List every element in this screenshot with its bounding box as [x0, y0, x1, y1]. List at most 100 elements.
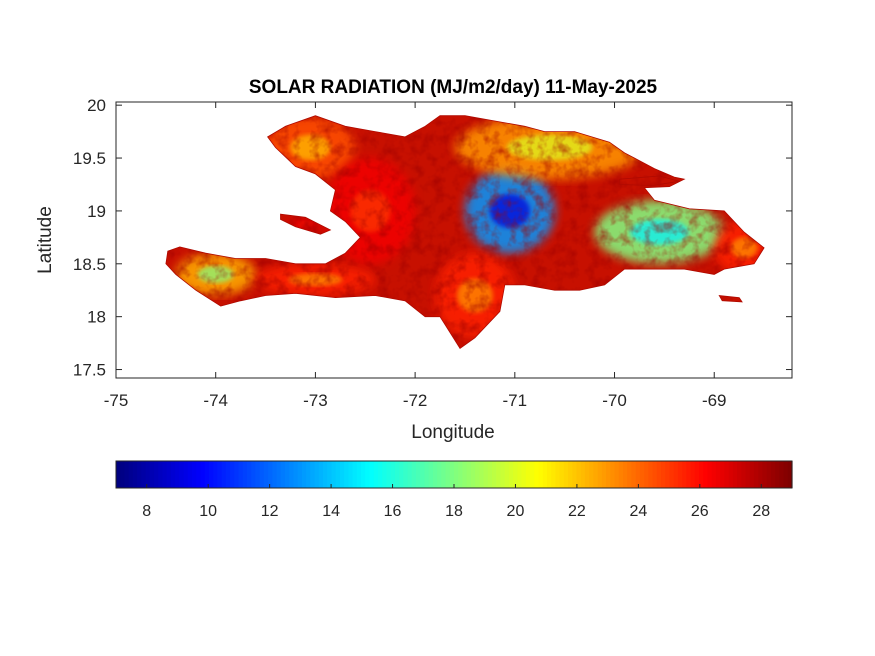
colorbar-swatch — [145, 461, 151, 488]
colorbar-swatch — [394, 461, 400, 488]
plot-frame — [115, 101, 793, 379]
colorbar-swatch — [732, 461, 738, 488]
colorbar-swatch — [555, 461, 561, 488]
colorbar-swatch — [775, 461, 780, 488]
colorbar-tick-label: 26 — [691, 503, 709, 520]
colorbar-swatch — [424, 461, 430, 488]
colorbar-swatch — [745, 461, 751, 488]
colorbar-swatch — [711, 461, 717, 488]
colorbar-swatch — [361, 461, 366, 488]
colorbar-swatch — [154, 461, 159, 488]
colorbar-swatch — [656, 461, 662, 488]
colorbar-swatch — [525, 461, 531, 488]
colorbar-swatch — [728, 461, 734, 488]
colorbar-swatch — [225, 461, 231, 488]
colorbar-swatch — [487, 461, 493, 488]
colorbar-swatch — [631, 461, 637, 488]
colorbar-swatch — [310, 461, 316, 488]
colorbar-swatch — [661, 461, 666, 488]
colorbar-swatch — [382, 461, 387, 488]
colorbar-swatch — [116, 461, 121, 488]
colorbar-swatch — [314, 461, 320, 488]
x-tick-label: -69 — [702, 391, 727, 410]
colorbar-swatch — [699, 461, 704, 488]
colorbar-swatch — [665, 461, 671, 488]
colorbar-swatch — [289, 461, 295, 488]
colorbar-swatch — [530, 461, 535, 488]
colorbar-swatch — [449, 461, 455, 488]
colorbar-swatch — [652, 461, 658, 488]
colorbar-swatch — [128, 461, 134, 488]
colorbar-swatch — [213, 461, 218, 488]
colorbar-swatch — [589, 461, 595, 488]
colorbar-swatch — [263, 461, 269, 488]
colorbar-swatch — [648, 461, 654, 488]
colorbar-swatch — [251, 461, 257, 488]
colorbar-swatch — [352, 461, 358, 488]
colorbar-swatch — [559, 461, 565, 488]
colorbar-swatch — [221, 461, 227, 488]
colorbar-tick-label: 16 — [384, 503, 402, 520]
colorbar-swatch — [737, 461, 742, 488]
colorbar-swatch — [534, 461, 540, 488]
colorbar-swatch — [255, 461, 261, 488]
colorbar-swatch — [175, 461, 180, 488]
x-tick-label: -73 — [303, 391, 328, 410]
colorbar-swatch — [132, 461, 138, 488]
x-axis-label: Longitude — [411, 422, 494, 443]
colorbar-swatch — [669, 461, 675, 488]
colorbar-swatch — [551, 461, 556, 488]
colorbar-tick-label: 18 — [445, 503, 463, 520]
colorbar-swatch — [483, 461, 489, 488]
island-outline — [280, 213, 332, 235]
colorbar-swatch — [504, 461, 510, 488]
colorbar-swatch — [297, 461, 303, 488]
colorbar-swatch — [331, 461, 337, 488]
x-axis: -75 -74 -73 -72 -71 -70 -69 — [104, 102, 727, 410]
colorbar-tick-label: 24 — [629, 503, 647, 520]
colorbar-swatch — [365, 461, 371, 488]
colorbar-swatch — [724, 461, 730, 488]
colorbar-swatch — [538, 461, 544, 488]
colorbar-swatch — [593, 461, 599, 488]
colorbar-swatch — [420, 461, 426, 488]
colorbar-swatch — [348, 461, 354, 488]
colorbar-swatch — [137, 461, 142, 488]
colorbar-swatch — [762, 461, 768, 488]
colorbar-swatch — [500, 461, 506, 488]
colorbar-swatch — [686, 461, 692, 488]
colorbar-swatch — [344, 461, 349, 488]
colorbar-swatch — [285, 461, 290, 488]
colorbar-tick-label: 10 — [199, 503, 217, 520]
colorbar-swatch — [720, 461, 725, 488]
colorbar-swatch — [369, 461, 375, 488]
colorbar-swatch — [437, 461, 442, 488]
colorbar-swatch — [196, 461, 202, 488]
colorbar-swatch — [120, 461, 126, 488]
colorbar-swatch — [259, 461, 265, 488]
colorbar-swatch — [568, 461, 573, 488]
colorbar-tick-label: 12 — [261, 503, 279, 520]
y-tick-label: 19 — [87, 202, 106, 221]
colorbar-swatch — [770, 461, 776, 488]
x-tick-label: -74 — [203, 391, 228, 410]
colorbar-tick-label: 8 — [142, 503, 151, 520]
colorbar-swatch — [715, 461, 721, 488]
colorbar-swatch — [563, 461, 569, 488]
colorbar-swatch — [462, 461, 468, 488]
colorbar-swatch — [597, 461, 603, 488]
colorbar-swatch — [783, 461, 789, 488]
colorbar-swatch — [268, 461, 273, 488]
island-edges — [165, 115, 765, 349]
colorbar-swatch — [124, 461, 130, 488]
colorbar-swatch — [428, 461, 434, 488]
colorbar-swatch — [618, 461, 624, 488]
colorbar-swatch — [542, 461, 548, 488]
colorbar-swatch — [576, 461, 582, 488]
y-tick-label: 19.5 — [73, 149, 106, 168]
colorbar-swatch — [508, 461, 514, 488]
colorbar-swatch — [614, 461, 620, 488]
colorbar-swatch — [399, 461, 404, 488]
colorbar-swatch — [217, 461, 223, 488]
